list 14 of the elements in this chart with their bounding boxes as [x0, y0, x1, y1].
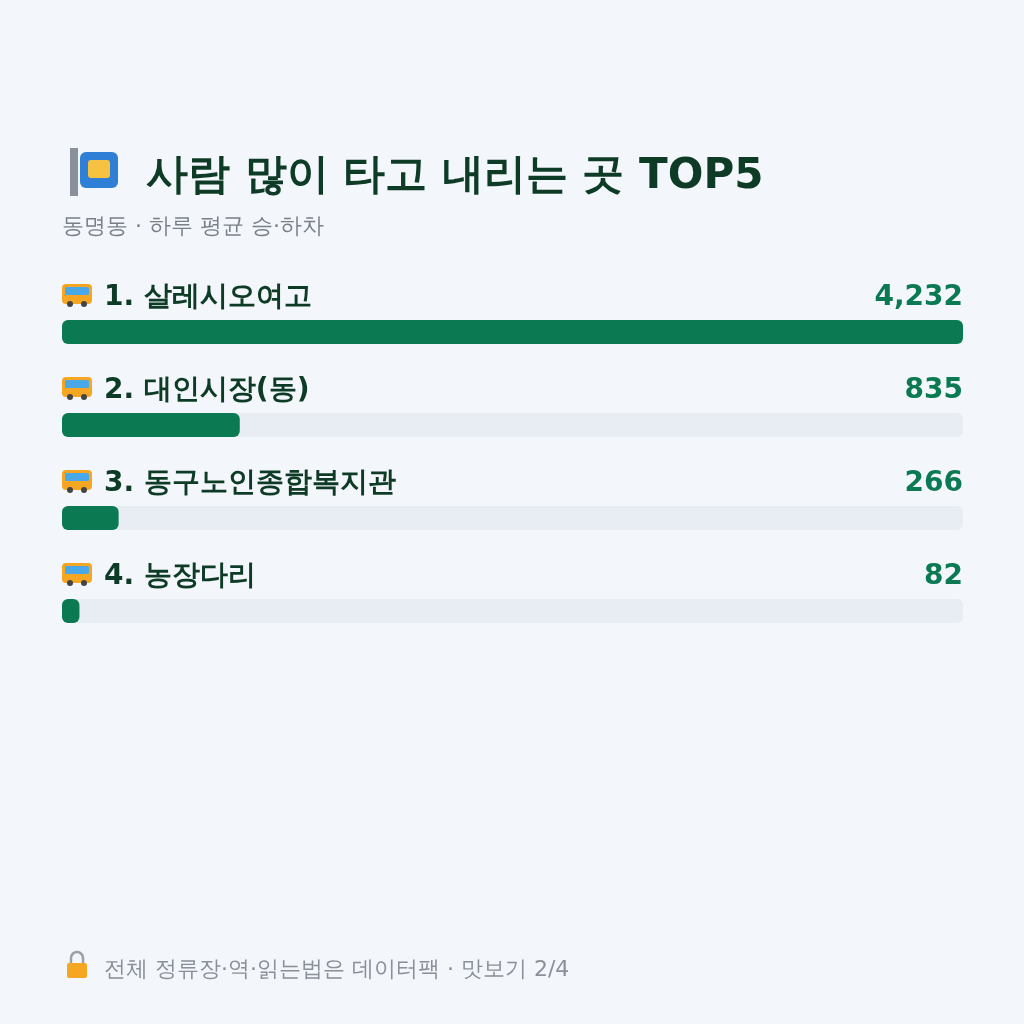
bar [62, 413, 240, 437]
data-label: 82 [924, 558, 963, 591]
chart-title: 사람 많이 타고 내리는 곳 TOP5 [146, 149, 764, 198]
y-tick-label: 3. 동구노인종합복지관 [104, 465, 396, 498]
text: 전체 정류장·역·읽는법은 데이터팩 · 맛보기 2/4 [104, 956, 570, 981]
y-tick-label: 2. 대인시장(동) [104, 372, 310, 405]
y-tick-label: 4. 농장다리 [104, 558, 256, 591]
y-tick-label: 1. 살레시오여고 [104, 279, 312, 312]
bar [62, 506, 119, 530]
bar [62, 599, 80, 623]
data-label: 4,232 [874, 279, 963, 312]
chart-subtitle: 동명동 · 하루 평균 승·하차 [62, 213, 324, 238]
data-label: 266 [904, 465, 963, 498]
data-label: 835 [904, 372, 963, 405]
